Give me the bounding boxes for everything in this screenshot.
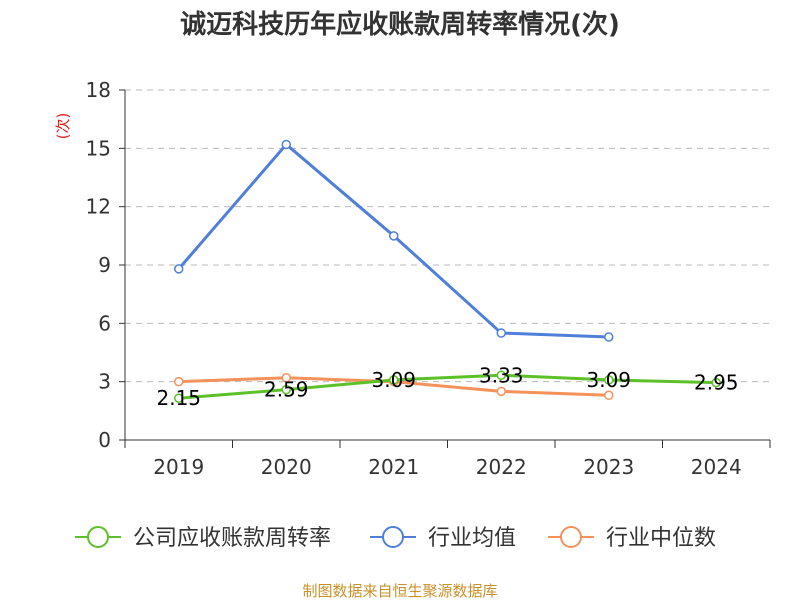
data-point: [496, 386, 506, 397]
y-tick-label: 18: [86, 78, 111, 102]
data-point: [281, 139, 291, 150]
chart-title: 诚迈科技历年应收账款周转率情况(次): [180, 10, 620, 40]
legend-marker: [87, 526, 109, 548]
y-axis-unit: (次): [54, 113, 72, 140]
y-tick-label: 15: [86, 136, 111, 160]
x-tick-label: 2023: [583, 455, 634, 479]
data-label: 2.59: [264, 378, 309, 402]
data-label: 3.09: [371, 368, 416, 392]
data-point: [496, 328, 506, 338]
data-point: [604, 332, 614, 342]
data-point: [174, 376, 184, 387]
data-point: [174, 393, 184, 403]
series-line: [178, 373, 717, 400]
data-point: [711, 377, 721, 388]
y-tick-label: 6: [98, 311, 111, 335]
legend-marker: [560, 526, 582, 548]
y-tick-label: 9: [98, 253, 111, 277]
data-point: [604, 390, 614, 401]
x-tick-label: 2020: [261, 455, 312, 479]
y-tick-label: 0: [98, 428, 111, 452]
y-tick-label: 12: [86, 195, 111, 219]
data-point: [389, 375, 399, 385]
legend-marker: [382, 526, 404, 548]
source-note: 制图数据来自恒生聚源数据库: [302, 582, 498, 600]
data-label: 3.09: [586, 368, 631, 392]
x-tick-label: 2024: [691, 455, 742, 479]
x-tick-label: 2022: [476, 455, 527, 479]
data-point: [389, 231, 399, 241]
data-point: [174, 264, 184, 274]
data-point: [496, 370, 506, 380]
series-line: [177, 142, 609, 339]
x-tick-label: 2021: [368, 455, 419, 479]
legend-label: 行业中位数: [606, 526, 716, 551]
data-point: [604, 375, 614, 385]
data-label: 2.15: [156, 386, 201, 410]
data-label: 3.33: [479, 363, 524, 387]
legend-label: 行业均值: [428, 526, 516, 551]
data-label: 2.95: [694, 371, 739, 395]
x-tick-label: 2019: [153, 455, 204, 479]
data-point: [281, 384, 291, 395]
data-point: [281, 373, 291, 383]
legend-label: 公司应收账款周转率: [133, 526, 331, 551]
y-tick-label: 3: [98, 370, 111, 394]
